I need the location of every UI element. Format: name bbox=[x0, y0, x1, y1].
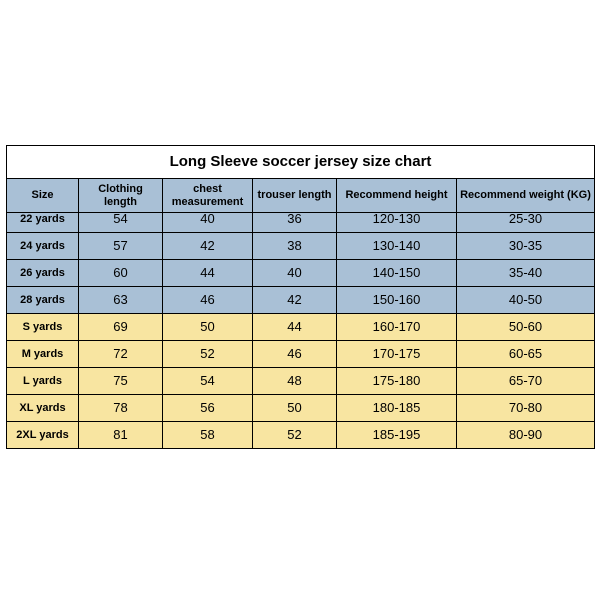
cell: 65-70 bbox=[457, 368, 595, 395]
row-label: S yards bbox=[7, 314, 79, 341]
cell: 57 bbox=[79, 233, 163, 260]
table-row: L yards 75 54 48 175-180 65-70 bbox=[7, 368, 595, 395]
cell: 69 bbox=[79, 314, 163, 341]
cell: 36 bbox=[253, 206, 337, 233]
cell: 160-170 bbox=[337, 314, 457, 341]
chart-title: Long Sleeve soccer jersey size chart bbox=[7, 146, 595, 179]
cell: 180-185 bbox=[337, 395, 457, 422]
cell: 40 bbox=[253, 260, 337, 287]
cell: 54 bbox=[79, 206, 163, 233]
cell: 150-160 bbox=[337, 287, 457, 314]
cell: 56 bbox=[163, 395, 253, 422]
cell: 46 bbox=[253, 341, 337, 368]
cell: 30-35 bbox=[457, 233, 595, 260]
table-row: M yards 72 52 46 170-175 60-65 bbox=[7, 341, 595, 368]
cell: 52 bbox=[163, 341, 253, 368]
cell: 130-140 bbox=[337, 233, 457, 260]
table-row: 24 yards 57 42 38 130-140 30-35 bbox=[7, 233, 595, 260]
table-row: 2XL yards 81 58 52 185-195 80-90 bbox=[7, 422, 595, 449]
size-chart: Long Sleeve soccer jersey size chart Siz… bbox=[6, 145, 595, 449]
cell: 38 bbox=[253, 233, 337, 260]
cell: 25-30 bbox=[457, 206, 595, 233]
cell: 44 bbox=[163, 260, 253, 287]
cell: 60-65 bbox=[457, 341, 595, 368]
cell: 60 bbox=[79, 260, 163, 287]
cell: 42 bbox=[253, 287, 337, 314]
cell: 170-175 bbox=[337, 341, 457, 368]
row-label: 26 yards bbox=[7, 260, 79, 287]
row-label: M yards bbox=[7, 341, 79, 368]
cell: 175-180 bbox=[337, 368, 457, 395]
cell: 80-90 bbox=[457, 422, 595, 449]
row-label: XL yards bbox=[7, 395, 79, 422]
cell: 72 bbox=[79, 341, 163, 368]
row-label: L yards bbox=[7, 368, 79, 395]
table-row: XL yards 78 56 50 180-185 70-80 bbox=[7, 395, 595, 422]
header-row: Size Clothing length chest measurement t… bbox=[7, 179, 595, 206]
table-row: 28 yards 63 46 42 150-160 40-50 bbox=[7, 287, 595, 314]
cell: 44 bbox=[253, 314, 337, 341]
cell: 81 bbox=[79, 422, 163, 449]
cell: 42 bbox=[163, 233, 253, 260]
cell: 48 bbox=[253, 368, 337, 395]
table-row: 26 yards 60 44 40 140-150 35-40 bbox=[7, 260, 595, 287]
row-label: 2XL yards bbox=[7, 422, 79, 449]
cell: 54 bbox=[163, 368, 253, 395]
cell: 50-60 bbox=[457, 314, 595, 341]
cell: 50 bbox=[163, 314, 253, 341]
cell: 58 bbox=[163, 422, 253, 449]
cell: 40-50 bbox=[457, 287, 595, 314]
row-label: 24 yards bbox=[7, 233, 79, 260]
table-row: S yards 69 50 44 160-170 50-60 bbox=[7, 314, 595, 341]
cell: 120-130 bbox=[337, 206, 457, 233]
cell: 46 bbox=[163, 287, 253, 314]
cell: 52 bbox=[253, 422, 337, 449]
cell: 75 bbox=[79, 368, 163, 395]
cell: 40 bbox=[163, 206, 253, 233]
cell: 35-40 bbox=[457, 260, 595, 287]
cell: 70-80 bbox=[457, 395, 595, 422]
row-label: 22 yards bbox=[7, 206, 79, 233]
cell: 63 bbox=[79, 287, 163, 314]
cell: 50 bbox=[253, 395, 337, 422]
cell: 140-150 bbox=[337, 260, 457, 287]
cell: 78 bbox=[79, 395, 163, 422]
table-row: 22 yards 54 40 36 120-130 25-30 bbox=[7, 206, 595, 233]
row-label: 28 yards bbox=[7, 287, 79, 314]
cell: 185-195 bbox=[337, 422, 457, 449]
